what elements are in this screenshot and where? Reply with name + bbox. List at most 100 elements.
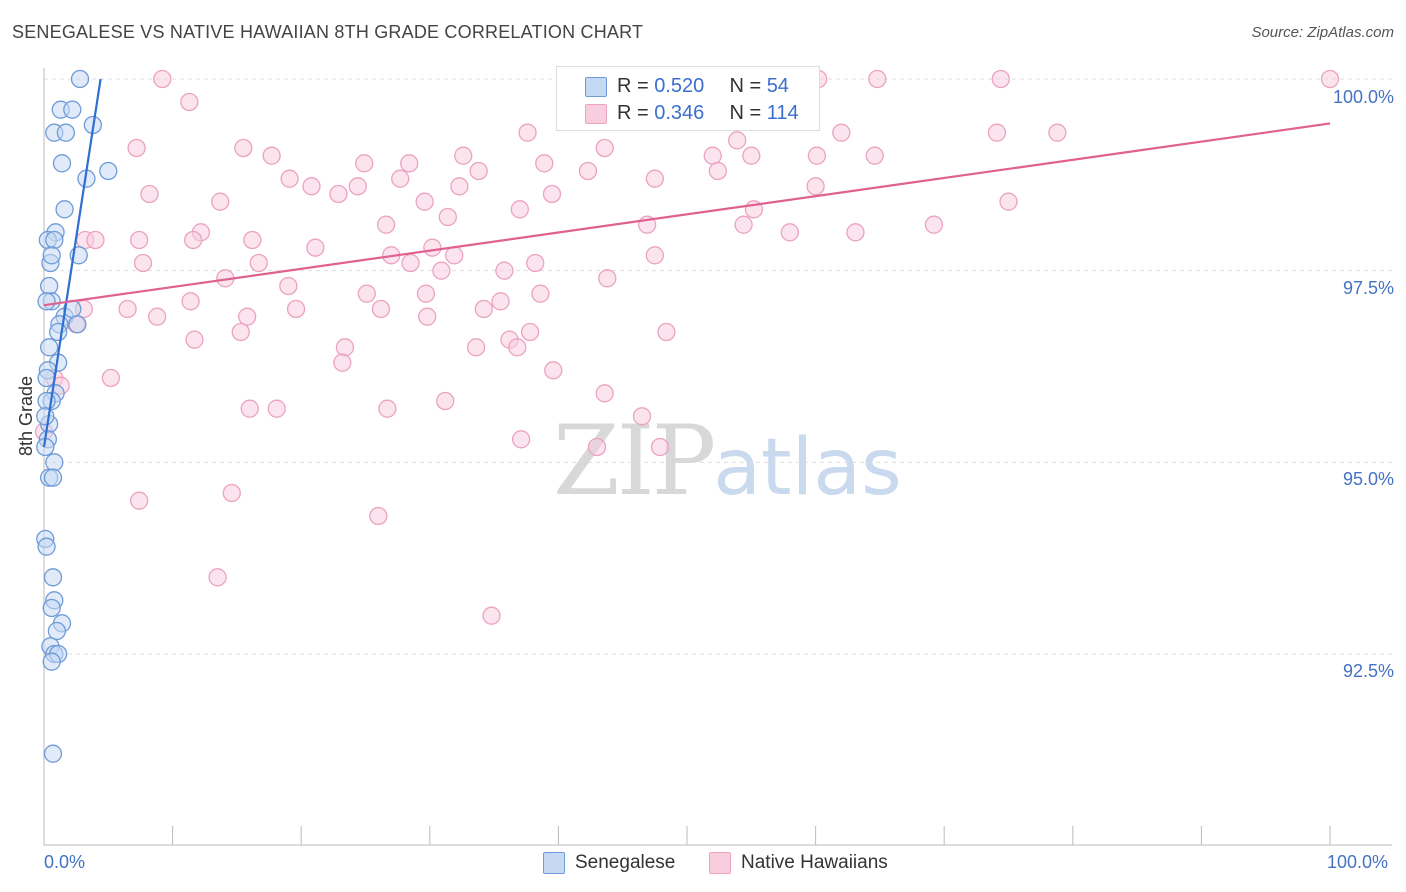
native-hawaiian-point — [423, 238, 442, 257]
native-hawaiian-point — [101, 368, 121, 388]
native-hawaiian-point — [999, 192, 1018, 211]
y-tick-label: 100.0% — [1332, 87, 1394, 107]
native-hawaiian-point — [728, 131, 747, 150]
native-hawaiian-point — [436, 391, 455, 411]
native-hawaiian-point — [127, 138, 146, 158]
native-hawaiian-point — [454, 146, 473, 165]
axes — [43, 68, 1392, 846]
native-hawaiian-point — [542, 184, 562, 204]
native-hawaiian-point — [1320, 69, 1340, 89]
native-hawaiian-point — [846, 223, 865, 242]
native-hawaiian-point — [868, 69, 887, 89]
bottom-legend-swatch-native-hawaiians — [709, 852, 731, 874]
native-hawaiian-point — [133, 253, 153, 273]
native-hawaiian-point — [832, 123, 851, 142]
native-hawaiian-point — [371, 299, 391, 319]
senegalese-point — [42, 246, 61, 265]
watermark: ZIPatlas — [553, 405, 902, 517]
native-hawaiian-point — [469, 161, 488, 181]
native-hawaiian-point — [348, 177, 367, 196]
senegalese-point — [55, 200, 74, 219]
senegalese-point — [37, 537, 56, 556]
native-hawaiian-point — [118, 299, 137, 319]
legend-n-value: 54 — [766, 75, 789, 97]
native-hawaiian-point — [262, 146, 281, 165]
legend-r-label: R = — [617, 102, 655, 124]
native-hawaiian-point — [222, 483, 241, 503]
native-hawaiian-point — [279, 276, 298, 296]
native-hawaiian-point — [432, 261, 451, 280]
native-hawaiian-point — [780, 223, 800, 242]
native-hawaiian-point — [211, 192, 230, 211]
native-hawaiian-point — [518, 123, 537, 142]
native-hawaiian-point — [495, 261, 514, 280]
native-hawaiian-point — [450, 177, 469, 196]
native-hawaiian-point — [708, 161, 728, 181]
native-hawaiian-point — [335, 338, 355, 357]
native-hawaiian-point — [445, 246, 464, 265]
senegalese-point — [42, 598, 61, 618]
senegalese-point — [43, 568, 63, 587]
native-hawaiian-point — [378, 399, 397, 418]
native-hawaiian-point — [474, 299, 493, 319]
native-hawaiian-point — [806, 177, 825, 196]
native-hawaiian-point — [286, 299, 306, 319]
native-hawaiian-point — [238, 307, 257, 326]
senegalese-point — [45, 453, 64, 472]
chart-title: SENEGALESE VS NATIVE HAWAIIAN 8TH GRADE … — [12, 22, 644, 42]
native-hawaiian-point — [130, 491, 149, 510]
trend-lines — [42, 78, 1331, 448]
native-hawaiian-point — [208, 568, 227, 587]
y-tick-label: 95.0% — [1342, 469, 1394, 489]
senegalese-point — [42, 652, 61, 671]
senegalese-points — [36, 69, 118, 763]
native-hawaiian-point — [130, 230, 149, 250]
legend-n-value: 114 — [766, 102, 799, 124]
native-hawaiian-point — [333, 353, 352, 372]
native-hawaiian-point — [329, 184, 348, 204]
native-hawaiian-point — [587, 437, 607, 457]
native-hawaiian-point — [650, 437, 670, 457]
native-hawaiian-point — [482, 606, 501, 625]
legend-r-label: R = — [617, 75, 655, 97]
native-hawaiian-point — [240, 399, 259, 418]
native-hawaiian-point — [438, 207, 457, 227]
native-hawaiian-point — [987, 123, 1007, 142]
native-hawaiian-point — [544, 361, 563, 380]
bottom-legend-senegalese: Senegalese — [543, 852, 675, 874]
senegalese-point — [37, 368, 56, 388]
native-hawaiian-point — [510, 200, 529, 219]
native-hawaiian-point — [185, 330, 204, 349]
native-hawaiian-point — [153, 69, 172, 89]
native-hawaiian-point — [184, 230, 203, 250]
senegalese-point — [45, 230, 64, 250]
senegalese-point — [36, 407, 55, 426]
native-hawaiian-point — [148, 307, 167, 326]
x-tick-label-max: 100.0% — [1327, 852, 1389, 872]
bottom-legend-native-hawaiians: Native Hawaiians — [709, 852, 888, 874]
native-hawaiian-point — [400, 154, 419, 173]
native-hawaiian-point — [520, 322, 540, 342]
senegalese-point — [48, 322, 68, 342]
native-hawaiian-point — [595, 138, 614, 158]
legend-row-native-hawaiians: R = 0.346 N = 114 — [617, 102, 799, 125]
legend-row-senegalese: R = 0.520 N = 54 — [617, 75, 789, 98]
native-hawaiian-point — [657, 322, 676, 342]
native-hawaiian-point — [508, 338, 527, 357]
native-hawaiian-point — [595, 384, 614, 403]
legend-swatch-native-hawaiians — [585, 104, 607, 124]
senegalese-point — [37, 292, 56, 311]
bottom-legend-label: Senegalese — [575, 852, 676, 873]
senegalese-point — [43, 468, 63, 487]
native-hawaiian-point — [531, 284, 550, 303]
native-hawaiian-point — [140, 184, 159, 204]
stats-legend: R = 0.520 N = 54 R = 0.346 N = 114 — [556, 66, 820, 131]
watermark-atlas: atlas — [713, 423, 902, 513]
native-hawaiian-point — [511, 430, 531, 449]
native-hawaiian-point — [357, 284, 376, 303]
senegalese-point — [47, 621, 67, 641]
native-hawaiian-point — [355, 154, 374, 173]
native-hawaiian-point — [302, 177, 321, 196]
native-hawaiian-point — [415, 192, 434, 211]
senegalese-trend-line — [42, 78, 102, 448]
